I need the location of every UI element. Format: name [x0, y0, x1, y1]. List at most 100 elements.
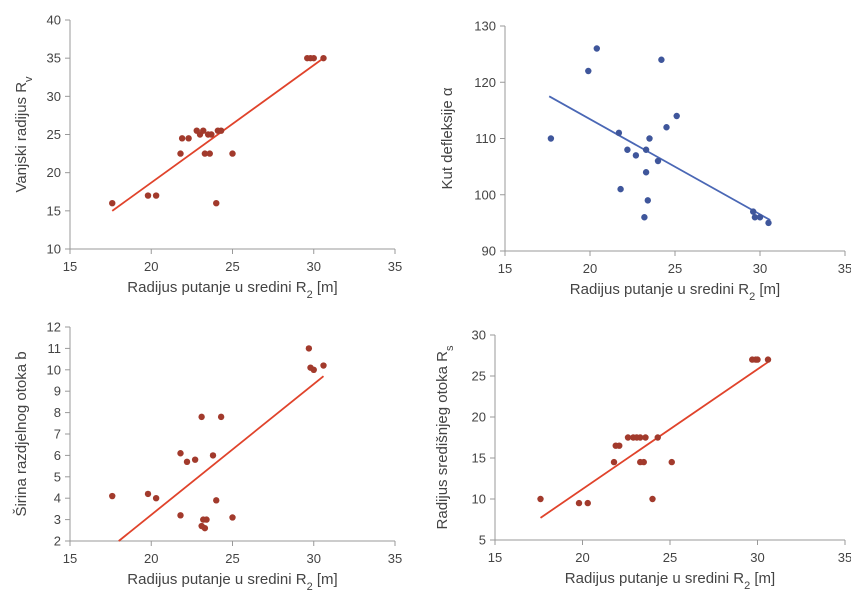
y-tick-label: 10 [472, 492, 486, 507]
axis-label-text: Kut defleksije α [439, 87, 456, 189]
y-tick-label: 20 [47, 165, 61, 180]
data-point [615, 129, 623, 137]
data-point [206, 150, 213, 157]
data-point [144, 490, 152, 498]
data-point [654, 157, 662, 165]
data-point [109, 200, 116, 207]
x-tick-label: 20 [144, 551, 158, 566]
data-point [642, 434, 649, 441]
y-axis-label: Vanjski radijus Rv [13, 76, 35, 193]
data-point [750, 208, 757, 215]
data-point [201, 524, 209, 532]
x-tick-label: 15 [63, 551, 77, 566]
data-point [183, 458, 191, 466]
trendline [548, 95, 771, 221]
data-point [178, 135, 186, 142]
y-tick-label: 25 [472, 369, 486, 384]
y-tick-label: 110 [475, 131, 496, 146]
data-point [217, 127, 225, 134]
data-point [663, 124, 670, 131]
data-point [584, 499, 591, 507]
data-point [152, 192, 160, 199]
x-tick-label: 25 [668, 261, 682, 276]
data-point [191, 456, 199, 463]
axis-label-text: Radijus putanje u sredini R [570, 281, 749, 298]
y-tick-label: 90 [482, 244, 496, 259]
y-tick-label: 5 [54, 469, 61, 484]
y-tick-label: 25 [47, 127, 61, 142]
y-tick-label: 130 [474, 19, 496, 34]
data-point [320, 54, 327, 62]
data-point [201, 150, 209, 157]
x-axis-label: Radijus putanje u sredini R2 [m] [127, 279, 337, 301]
data-point [654, 434, 661, 441]
data-point [109, 492, 116, 500]
data-point [547, 135, 555, 142]
data-point [624, 434, 632, 441]
data-point [200, 127, 207, 134]
y-tick-label: 10 [47, 362, 61, 377]
y-tick-label: 4 [54, 491, 61, 506]
data-point [658, 56, 665, 63]
data-point [203, 516, 210, 523]
y-tick-label: 2 [54, 534, 61, 549]
data-point [177, 450, 184, 457]
y-tick-label: 20 [472, 410, 486, 425]
x-tick-label: 35 [838, 550, 851, 565]
data-point [310, 54, 317, 62]
x-tick-label: 30 [750, 550, 764, 565]
data-point [637, 434, 644, 441]
data-point [765, 219, 772, 227]
axis-label-unit: [m] [750, 570, 775, 587]
data-point [585, 67, 592, 75]
y-tick-label: 11 [48, 341, 62, 356]
data-point [632, 152, 640, 159]
axis-label-unit: [m] [313, 279, 338, 296]
data-point [756, 214, 764, 221]
axis-label-subscript: s [444, 345, 456, 351]
x-tick-label: 30 [307, 259, 321, 274]
axis-label-text: Radijus putanje u sredini R [127, 571, 306, 588]
y-axis-label: Širina razdjelnog otoka b [13, 351, 30, 516]
data-point [229, 150, 236, 157]
data-point [642, 146, 650, 153]
data-point [764, 356, 772, 363]
axis-label-text: Radijus putanje u sredini R [565, 570, 744, 587]
data-point [209, 452, 217, 459]
trendline [118, 375, 325, 542]
data-point [185, 135, 192, 142]
data-point [668, 458, 675, 466]
x-tick-label: 35 [388, 259, 402, 274]
data-point [642, 169, 650, 176]
axis-label-subscript: 2 [307, 581, 313, 593]
data-point [320, 362, 327, 369]
axis-label-text: Radijus središnjeg otoka R [434, 351, 451, 530]
data-point [177, 150, 184, 157]
data-point [593, 45, 600, 52]
axis-label-subscript: 2 [749, 291, 755, 303]
y-tick-label: 9 [54, 384, 61, 399]
data-point [754, 356, 761, 363]
x-tick-label: 30 [753, 261, 767, 276]
y-tick-label: 120 [474, 75, 496, 90]
y-tick-label: 6 [54, 448, 61, 463]
data-point [617, 185, 624, 193]
axis-label-text: Vanjski radijus R [13, 82, 30, 193]
x-tick-label: 15 [488, 550, 502, 565]
scatter-chart-2: 15 20 25 30 35 90 100 110 120 130 Radijus putanje … [439, 19, 851, 304]
data-point [537, 495, 544, 503]
scatter-chart-3: 15 20 25 30 35 2 3 4 5 6 7 8 9 10 11 12 Radijus putanje … [13, 320, 402, 594]
x-tick-label: 25 [225, 551, 239, 566]
axis-label-subscript: 2 [307, 289, 313, 301]
data-point [575, 499, 583, 507]
axis-label-subscript: 2 [744, 580, 750, 592]
data-point [649, 495, 656, 503]
x-tick-label: 15 [498, 261, 512, 276]
y-tick-label: 15 [472, 451, 486, 466]
y-tick-label: 30 [472, 328, 486, 343]
y-axis-label: Kut defleksije α [439, 87, 456, 189]
y-tick-label: 15 [47, 203, 61, 218]
x-tick-label: 20 [144, 259, 158, 274]
